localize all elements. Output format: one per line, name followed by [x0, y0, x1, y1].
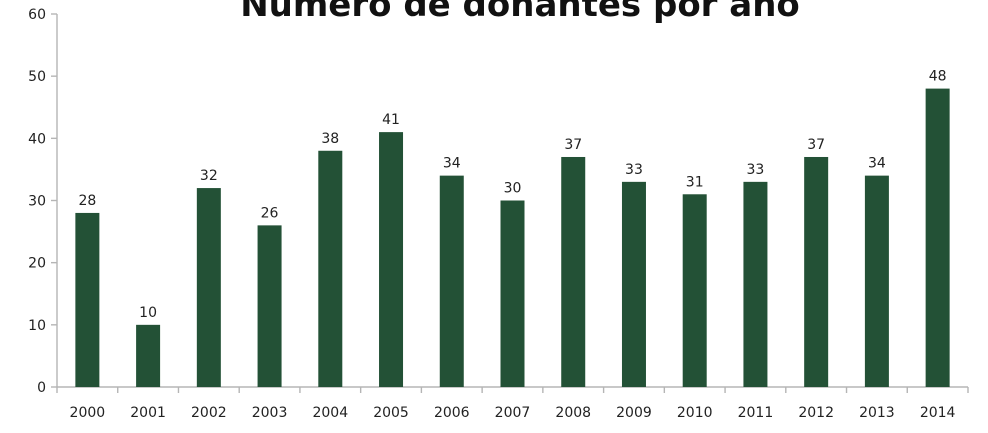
x-tick-label-2012: 2012 — [798, 405, 834, 421]
bar-2009 — [621, 181, 646, 387]
bar-2001 — [136, 324, 161, 387]
bar-2013 — [864, 175, 889, 387]
y-tick-label: 50 — [28, 69, 46, 85]
bar-2007 — [500, 200, 525, 387]
x-tick-label-2006: 2006 — [434, 405, 470, 421]
data-label-2005: 41 — [382, 112, 400, 128]
x-tick-label-2011: 2011 — [738, 405, 774, 421]
data-label-2000: 28 — [78, 193, 96, 209]
bar-2000 — [75, 212, 100, 387]
y-axis: 0 10 20 30 40 50 60 — [28, 7, 58, 396]
data-label-2014: 48 — [929, 69, 947, 85]
bar-2004 — [318, 150, 343, 387]
bar-2003 — [257, 225, 282, 387]
chart-title: Número de donantes por año — [240, 0, 800, 25]
bars — [75, 88, 950, 387]
data-label-2006: 34 — [443, 156, 461, 172]
bar-2005 — [379, 132, 404, 387]
y-tick-label: 60 — [28, 7, 46, 23]
data-label-2008: 37 — [564, 137, 582, 153]
data-label-2010: 31 — [686, 174, 704, 190]
data-label-2002: 32 — [200, 168, 218, 184]
data-label-2013: 34 — [868, 156, 886, 172]
x-tick-label-2014: 2014 — [920, 405, 956, 421]
data-label-2004: 38 — [321, 131, 339, 147]
y-tick-label: 40 — [28, 131, 46, 147]
data-label-2003: 26 — [261, 205, 279, 221]
y-tick-label: 20 — [28, 256, 46, 272]
x-tick-label-2004: 2004 — [312, 405, 348, 421]
y-tick-label: 0 — [37, 380, 46, 396]
x-tick-label-2008: 2008 — [555, 405, 591, 421]
x-tick-label-2010: 2010 — [677, 405, 713, 421]
bar-2012 — [804, 156, 829, 387]
x-tick-label-2013: 2013 — [859, 405, 895, 421]
data-label-2001: 10 — [139, 305, 157, 321]
data-label-2009: 33 — [625, 162, 643, 178]
x-tick-label-2002: 2002 — [191, 405, 227, 421]
x-tick-label-2009: 2009 — [616, 405, 652, 421]
bar-2008 — [561, 156, 586, 387]
x-tick-label-2000: 2000 — [70, 405, 106, 421]
bar-2002 — [196, 188, 221, 387]
data-label-2012: 37 — [807, 137, 825, 153]
bar-2006 — [439, 175, 464, 387]
data-label-2007: 30 — [504, 181, 522, 197]
bar-2011 — [743, 181, 768, 387]
x-tick-label-2003: 2003 — [252, 405, 288, 421]
y-tick-label: 30 — [28, 194, 46, 210]
x-tick-label-2005: 2005 — [373, 405, 409, 421]
data-labels: 28 10 32 26 38 41 34 30 37 33 31 33 37 34 48 — [78, 69, 946, 321]
data-label-2011: 33 — [747, 162, 765, 178]
x-axis: 2000 2001 2002 2003 2004 2005 2006 2007 2008 2009… — [56, 386, 969, 421]
bar-2010 — [682, 194, 707, 387]
x-tick-label-2001: 2001 — [130, 405, 166, 421]
y-tick-label: 10 — [28, 318, 46, 334]
bar-2014 — [925, 88, 950, 387]
x-tick-label-2007: 2007 — [495, 405, 531, 421]
